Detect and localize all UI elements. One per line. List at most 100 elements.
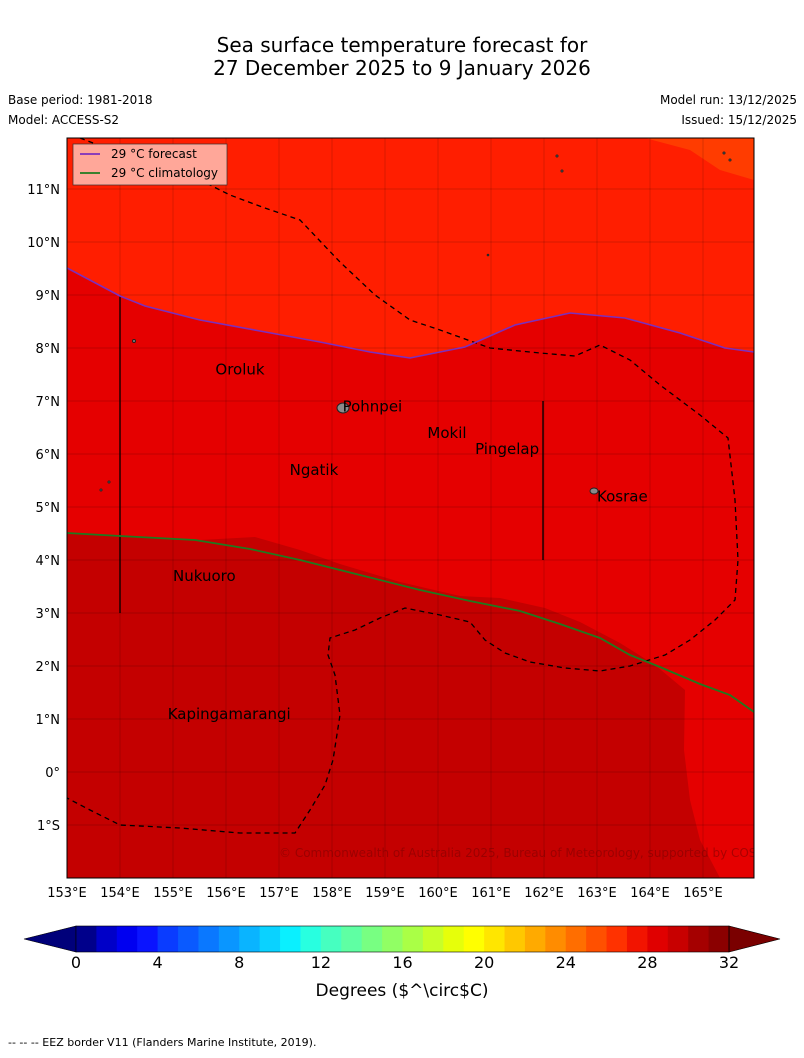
island-small-2 bbox=[107, 480, 111, 484]
place-label: Pohnpei bbox=[343, 398, 403, 416]
issued-date: Issued: 15/12/2025 bbox=[681, 113, 797, 127]
colorbar-swatch bbox=[259, 926, 281, 952]
lon-tick-label: 154°E bbox=[100, 886, 140, 901]
colorbar-tick-label: 24 bbox=[556, 953, 576, 972]
lon-tick-label: 162°E bbox=[524, 886, 564, 901]
islands bbox=[99, 151, 732, 495]
lon-tick-label: 160°E bbox=[418, 886, 458, 901]
colorbar-swatch bbox=[361, 926, 383, 952]
place-label: Nukuoro bbox=[173, 567, 236, 585]
colorbar-swatch bbox=[178, 926, 199, 952]
lat-tick-label: 10°N bbox=[27, 236, 60, 251]
lon-tick-label: 165°E bbox=[683, 886, 723, 901]
island-small-7 bbox=[486, 253, 490, 257]
place-label: Oroluk bbox=[215, 361, 264, 379]
colorbar-swatch bbox=[524, 926, 546, 952]
colorbar-under-arrow bbox=[23, 925, 77, 953]
colorbar-over-arrow bbox=[728, 925, 781, 953]
colorbar-swatch bbox=[688, 926, 710, 952]
colorbar-swatch bbox=[565, 926, 587, 952]
colorbar-tick-label: 12 bbox=[311, 953, 331, 972]
colorbar-swatch bbox=[626, 926, 648, 952]
island-small-4 bbox=[560, 169, 564, 173]
colorbar-swatch bbox=[341, 926, 363, 952]
colorbar-swatch bbox=[402, 926, 424, 952]
colorbar-tick-label: 28 bbox=[637, 953, 657, 972]
plot-frame bbox=[66, 137, 755, 879]
colorbar-swatch bbox=[667, 926, 689, 952]
colorbar bbox=[23, 925, 781, 953]
colorbar-swatch bbox=[198, 926, 220, 952]
copyright-text: © Commonwealth of Australia 2025, Bureau… bbox=[279, 846, 784, 860]
forecast-29c-contour bbox=[67, 267, 754, 359]
lat-tick-label: 5°N bbox=[36, 501, 61, 516]
lon-tick-label: 163°E bbox=[577, 886, 617, 901]
lon-tick-label: 161°E bbox=[471, 886, 511, 901]
model-name: Model: ACCESS-S2 bbox=[8, 113, 120, 127]
colorbar-swatch bbox=[96, 926, 118, 952]
lat-tick-label: 1°N bbox=[36, 713, 61, 728]
colorbar-ticks: 0 4 8 12 16 20 24 28 32 bbox=[71, 953, 739, 972]
colorbar-swatch bbox=[443, 926, 465, 952]
lat-tick-label: 6°N bbox=[36, 448, 61, 463]
colorbar-swatch bbox=[463, 926, 485, 952]
eez-border bbox=[67, 138, 739, 834]
legend-climatology-label: 29 °C climatology bbox=[111, 166, 218, 180]
colorbar-tick-label: 0 bbox=[71, 953, 81, 972]
base-period: Base period: 1981-2018 bbox=[8, 93, 153, 107]
colorbar-swatch bbox=[320, 926, 342, 952]
colorbar-swatch bbox=[422, 926, 444, 952]
band-top-corner bbox=[645, 138, 754, 180]
place-label: Kosrae bbox=[597, 488, 648, 506]
lat-tick-labels: 11°N 10°N 9°N 8°N 7°N 6°N 5°N 4°N 3°N 2°N 1°N 0° 1°S bbox=[27, 183, 60, 834]
lon-tick-label: 157°E bbox=[259, 886, 299, 901]
colorbar-swatch bbox=[504, 926, 526, 952]
lat-tick-label: 8°N bbox=[36, 342, 61, 357]
admin-lines bbox=[119, 296, 544, 613]
island-kosrae bbox=[589, 487, 599, 495]
lat-tick-label: 3°N bbox=[36, 607, 61, 622]
colorbar-swatch bbox=[280, 926, 301, 952]
island-small-3 bbox=[555, 154, 559, 158]
sst-map: Oroluk Pohnpei Mokil Pingelap Ngatik Kosrae Nu… bbox=[23, 137, 784, 972]
lat-tick-label: 2°N bbox=[36, 660, 61, 675]
colorbar-label: Degrees ($^\circ$C) bbox=[315, 981, 489, 1001]
place-label: Ngatik bbox=[290, 461, 339, 479]
title-line-1: Sea surface temperature forecast for bbox=[216, 33, 588, 57]
colorbar-swatch bbox=[484, 926, 506, 952]
colorbar-tick-label: 8 bbox=[234, 953, 244, 972]
island-small-6 bbox=[728, 158, 732, 162]
colorbar-tick-label: 32 bbox=[719, 953, 739, 972]
colorbar-tick-label: 20 bbox=[474, 953, 494, 972]
model-run: Model run: 13/12/2025 bbox=[659, 93, 797, 107]
lat-tick-label: 4°N bbox=[36, 554, 61, 569]
lon-tick-label: 159°E bbox=[365, 886, 405, 901]
map-legend: 29 °C forecast 29 °C climatology bbox=[72, 143, 228, 186]
place-label: Pingelap bbox=[475, 440, 539, 458]
colorbar-swatch bbox=[218, 926, 240, 952]
colorbar-swatch bbox=[545, 926, 567, 952]
place-labels: Oroluk Pohnpei Mokil Pingelap Ngatik Kosrae Nu… bbox=[168, 361, 648, 724]
legend-forecast-label: 29 °C forecast bbox=[111, 147, 197, 161]
colorbar-swatch bbox=[137, 926, 159, 952]
colorbar-tick-label: 16 bbox=[392, 953, 412, 972]
legend-box bbox=[72, 143, 228, 186]
band-hot bbox=[67, 532, 720, 878]
lon-tick-label: 153°E bbox=[47, 886, 87, 901]
colorbar-swatch bbox=[76, 926, 97, 952]
place-label: Mokil bbox=[427, 424, 466, 442]
lon-tick-labels: 153°E 154°E 155°E 156°E 157°E 158°E 159°E 160°E… bbox=[47, 886, 723, 901]
lon-tick-label: 156°E bbox=[206, 886, 246, 901]
grid-lines bbox=[67, 138, 754, 878]
colorbar-frame bbox=[75, 925, 730, 953]
title-line-2: 27 December 2025 to 9 January 2026 bbox=[213, 56, 591, 80]
map-plot-area: Oroluk Pohnpei Mokil Pingelap Ngatik Kosrae Nu… bbox=[67, 138, 784, 878]
island-oroluk bbox=[132, 339, 136, 343]
island-pohnpei bbox=[336, 402, 350, 414]
colorbar-tick-label: 4 bbox=[153, 953, 163, 972]
lat-tick-label: 11°N bbox=[27, 183, 60, 198]
colorbar-swatch bbox=[116, 926, 138, 952]
lat-tick-label: 1°S bbox=[37, 819, 60, 834]
lon-tick-label: 158°E bbox=[312, 886, 352, 901]
lat-tick-label: 0° bbox=[45, 766, 60, 781]
